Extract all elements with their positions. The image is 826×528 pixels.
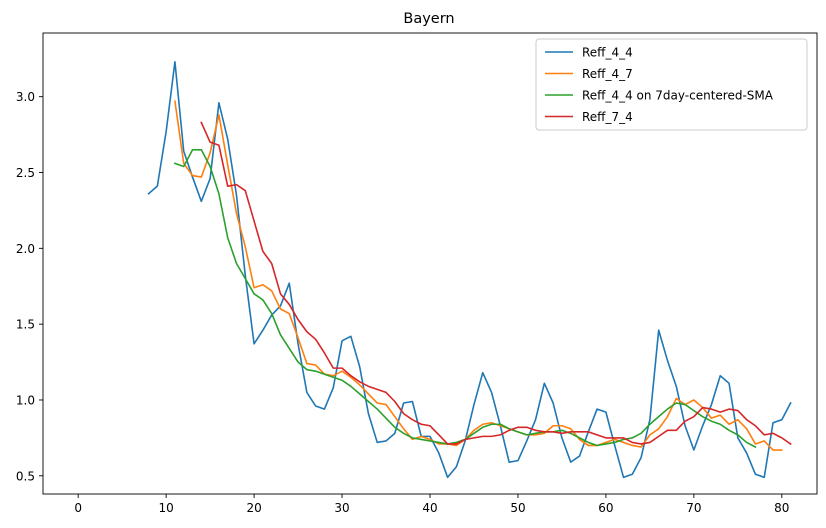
legend-box — [535, 38, 808, 131]
y-tick-label: 1.5 — [16, 318, 35, 332]
y-tick-label: 3.0 — [16, 90, 35, 104]
x-tick-label: 20 — [246, 501, 261, 515]
legend-label-4: Reff_7_4 — [582, 110, 633, 124]
legend-label-2: Reff_4_7 — [582, 67, 633, 81]
y-tick-label: 2.5 — [16, 166, 35, 180]
chart-title: Bayern — [403, 11, 454, 27]
x-tick-label: 60 — [598, 501, 613, 515]
series-line-1 — [147, 61, 792, 479]
x-tick-label: 10 — [158, 501, 173, 515]
plot-area — [147, 61, 792, 479]
y-tick-label: 0.5 — [16, 469, 35, 483]
x-tick-label: 30 — [334, 501, 349, 515]
x-tick-label: 70 — [686, 501, 701, 515]
axes: 0 10 20 30 40 50 60 70 80 0.5 1.0 1.5 2.0 2.5 3.0 — [16, 32, 818, 515]
series-line-2 — [174, 100, 783, 451]
legend: Reff_4_4 Reff_4_7 Reff_4_4 on 7day-centere… — [535, 38, 808, 131]
y-tick-label: 1.0 — [16, 393, 35, 407]
series-line-4 — [200, 121, 792, 446]
legend-label-3: Reff_4_4 on 7day-centered-SMA — [582, 89, 774, 103]
x-tick-label: 50 — [510, 501, 525, 515]
x-tick-label: 80 — [774, 501, 789, 515]
x-tick-label: 40 — [422, 501, 437, 515]
x-tick-label: 0 — [74, 501, 82, 515]
legend-label-1: Reff_4_4 — [582, 46, 633, 60]
y-tick-label: 2.0 — [16, 242, 35, 256]
